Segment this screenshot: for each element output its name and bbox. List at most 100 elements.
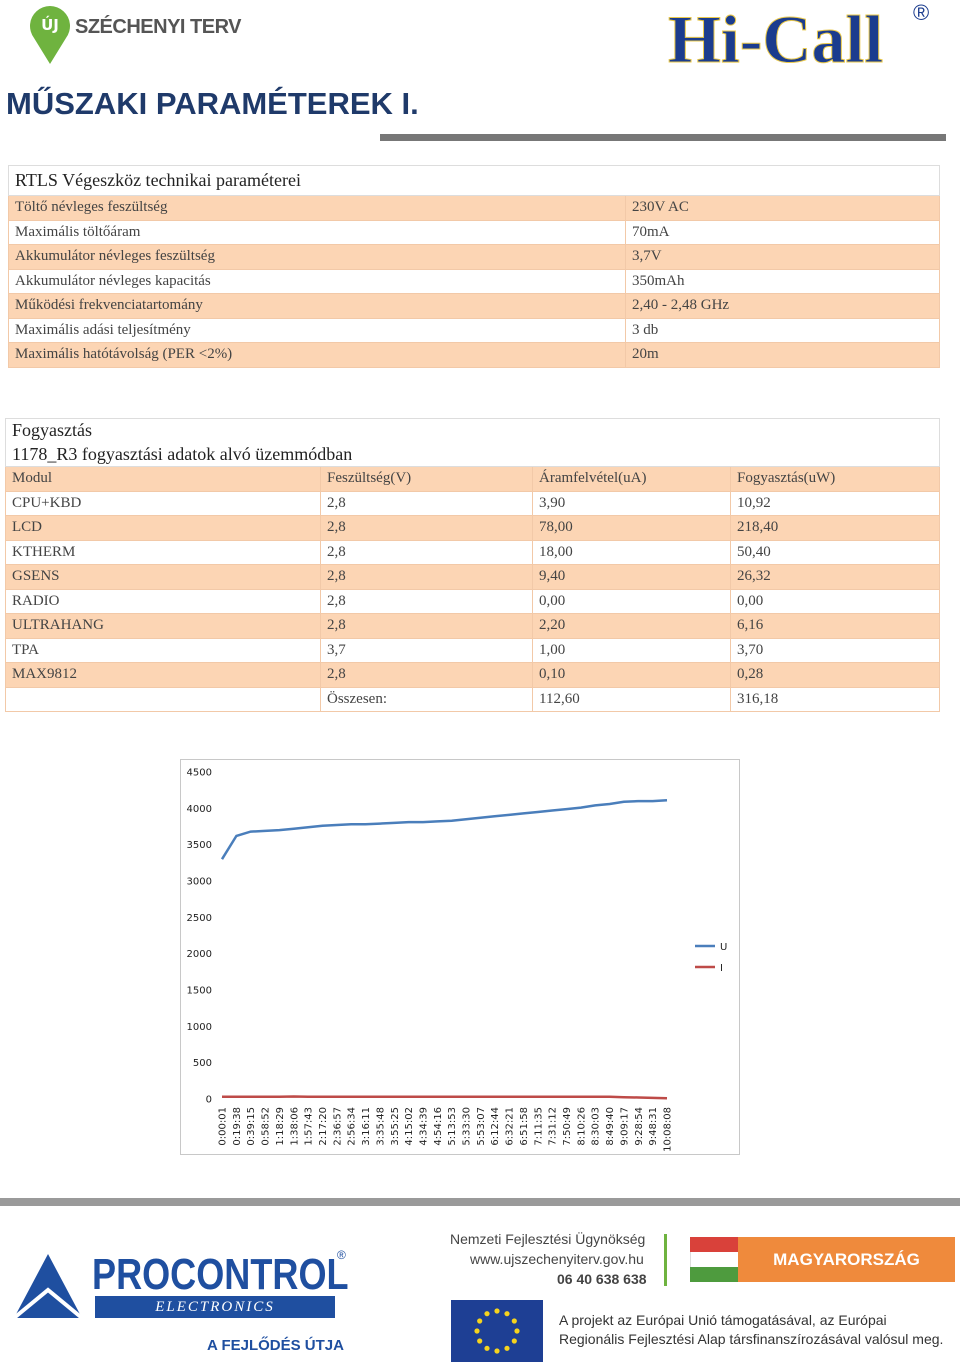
x-tick-label: 6:32:21 <box>505 1107 516 1146</box>
spec-label: Akkumulátor névleges kapacitás <box>8 268 626 294</box>
spec-label: Maximális töltőáram <box>8 219 626 245</box>
x-tick-label: 8:10:26 <box>576 1107 587 1146</box>
x-tick-label: 2:36:57 <box>332 1107 343 1146</box>
spec-row: Maximális hatótávolság (PER <2%) 20m <box>8 342 941 368</box>
cell: 9,40 <box>532 564 731 590</box>
spec-label: Töltő névleges feszültség <box>8 195 626 221</box>
x-tick-label: 9:09:17 <box>619 1107 630 1146</box>
badge: ÚJ <box>41 15 59 34</box>
chart-frame <box>180 759 740 1155</box>
divider <box>664 1234 667 1286</box>
x-tick-label: 3:35:48 <box>375 1107 386 1146</box>
y-tick-label: 1500 <box>187 986 212 997</box>
spec-row: Akkumulátor névleges kapacitás 350mAh <box>8 268 941 294</box>
cell: 26,32 <box>730 564 940 590</box>
logo-mark: ® <box>913 0 930 25</box>
cell: 2,8 <box>320 515 533 541</box>
x-tick-label: 4:54:16 <box>433 1107 444 1146</box>
x-tick-label: 0:39:15 <box>246 1107 257 1146</box>
eu-flag <box>451 1300 543 1362</box>
total-value: 316,18 <box>730 686 940 712</box>
x-tick-label: 5:53:07 <box>476 1107 487 1146</box>
series-line <box>222 1095 668 1100</box>
x-tick-label: 2:56:34 <box>347 1107 358 1146</box>
company-mark: ® <box>337 1248 346 1262</box>
spec-row: Töltő névleges feszültség 230V AC <box>8 195 941 221</box>
spec-row: Akkumulátor névleges feszültség 3,7V <box>8 244 941 270</box>
cell: 2,8 <box>320 490 533 516</box>
total-blank <box>5 686 321 712</box>
eu-line2: Regionális Fejlesztési Alap társfinanszí… <box>559 1331 944 1347</box>
legend-label: I <box>720 963 723 974</box>
cell: TPA <box>5 637 321 663</box>
x-tick-label: 1:57:43 <box>304 1107 315 1146</box>
slogan: MAGYARORSZÁG MEGÚJUL <box>738 1237 955 1314</box>
flag-white <box>690 1252 739 1267</box>
y-tick-label: 3500 <box>187 840 212 851</box>
cell: 3,7 <box>320 637 533 663</box>
rule <box>380 134 946 141</box>
agency: Nemzeti Fejlesztési Ügynökség <box>450 1231 646 1247</box>
spec-value: 3,7V <box>624 244 941 270</box>
total-value: 112,60 <box>532 686 731 712</box>
x-tick-label: 1:38:06 <box>289 1107 300 1146</box>
eu-star <box>494 1348 500 1354</box>
eu-star <box>504 1311 510 1317</box>
cell: 50,40 <box>730 539 940 565</box>
data-row: ULTRAHANG 2,8 2,20 6,16 <box>5 613 940 639</box>
x-tick-label: 6:12:44 <box>490 1107 501 1146</box>
x-tick-label: 9:48:31 <box>648 1107 659 1146</box>
spec-value: 350mAh <box>624 268 941 294</box>
y-tick-label: 500 <box>193 1058 212 1069</box>
header-cell: Modul <box>5 466 321 492</box>
legend-label: U <box>720 942 727 953</box>
specs-title: RTLS Végeszköz technikai paraméterei <box>7 165 941 196</box>
data-row: CPU+KBD 2,8 3,90 10,92 <box>5 490 940 516</box>
data-row: LCD 2,8 78,00 218,40 <box>5 515 940 541</box>
cell: 0,00 <box>532 588 731 614</box>
cell: 0,28 <box>730 662 940 688</box>
flag-red <box>690 1237 738 1252</box>
pin <box>30 6 70 64</box>
cell: 0,10 <box>532 662 731 688</box>
x-tick-label: 1:18:29 <box>275 1107 286 1146</box>
eu-stars <box>474 1308 520 1354</box>
specs-table: RTLS Végeszköz technikai paraméterei Töl… <box>7 165 941 368</box>
header-cell: Fogyasztás(uW) <box>730 466 940 492</box>
y-tick-label: 4000 <box>187 804 212 815</box>
cell: MAX9812 <box>5 662 321 688</box>
cell: 0,00 <box>730 588 940 614</box>
spec-row: Maximális töltőáram 70mA <box>8 219 941 245</box>
spec-row: Maximális adási teljesítmény 3 db <box>8 317 941 343</box>
x-tick-label: 8:49:40 <box>605 1107 616 1146</box>
x-tick-label: 3:16:11 <box>361 1107 372 1146</box>
x-tick-label: 9:28:54 <box>634 1107 645 1146</box>
x-tick-label: 7:50:49 <box>562 1107 573 1146</box>
eu-star <box>511 1318 517 1324</box>
spec-value: 3 db <box>624 317 941 343</box>
cell: CPU+KBD <box>5 490 321 516</box>
y-tick-label: 0 <box>206 1095 212 1106</box>
spec-label: Maximális adási teljesítmény <box>8 317 626 343</box>
cell: 2,8 <box>320 539 533 565</box>
data-row: KTHERM 2,8 18,00 50,40 <box>5 539 940 565</box>
cell: KTHERM <box>5 539 321 565</box>
logo: Hi-Call <box>667 1 884 78</box>
eu-star <box>511 1338 517 1344</box>
brand: SZÉCHENYI TERV <box>75 16 242 38</box>
cell: 3,90 <box>532 490 731 516</box>
company: PROCONTROL <box>92 1250 349 1299</box>
eu-star <box>484 1345 490 1351</box>
data-row: RADIO 2,8 0,00 0,00 <box>5 588 940 614</box>
eu-star <box>477 1318 483 1324</box>
cell: LCD <box>5 515 321 541</box>
total-row: Összesen: 112,60 316,18 <box>5 686 940 712</box>
eu-line1: A projekt az Európai Unió támogatásával,… <box>559 1312 887 1328</box>
cell: 10,92 <box>730 490 940 516</box>
motto: A FEJLŐDÉS ÚTJA <box>207 1337 344 1354</box>
eu-star <box>504 1345 510 1351</box>
cell: RADIO <box>5 588 321 614</box>
procontrol-triangle <box>12 1254 84 1320</box>
cell: 2,8 <box>320 564 533 590</box>
